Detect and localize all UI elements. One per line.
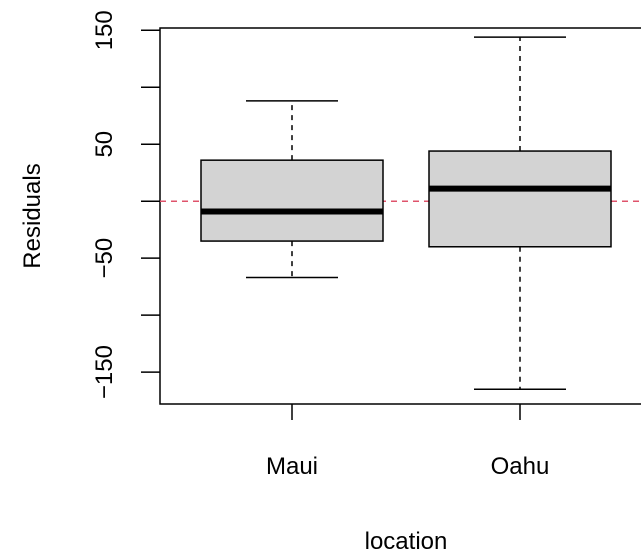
box-oahu bbox=[428, 36, 612, 390]
y-tick-label: −50 bbox=[91, 238, 118, 279]
plot-frame bbox=[159, 27, 641, 405]
y-tick-label: 150 bbox=[91, 10, 118, 50]
x-tick-label-maui: Maui bbox=[266, 453, 318, 480]
iqr-box-maui bbox=[200, 159, 384, 242]
x-axis-label: location bbox=[365, 528, 448, 552]
iqr-box-oahu bbox=[428, 150, 612, 248]
y-tick-label: 50 bbox=[91, 131, 118, 158]
y-tick-label: −150 bbox=[91, 345, 118, 399]
y-axis-label: Residuals bbox=[19, 163, 46, 268]
box-maui bbox=[200, 100, 384, 279]
x-tick-label-oahu: Oahu bbox=[491, 453, 550, 480]
